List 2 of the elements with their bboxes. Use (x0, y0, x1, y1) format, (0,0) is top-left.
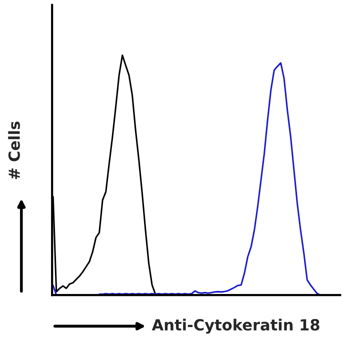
y-axis-title: # Cells (8, 122, 20, 180)
x-axis-title: Anti-Cytokeratin 18 (152, 318, 320, 334)
